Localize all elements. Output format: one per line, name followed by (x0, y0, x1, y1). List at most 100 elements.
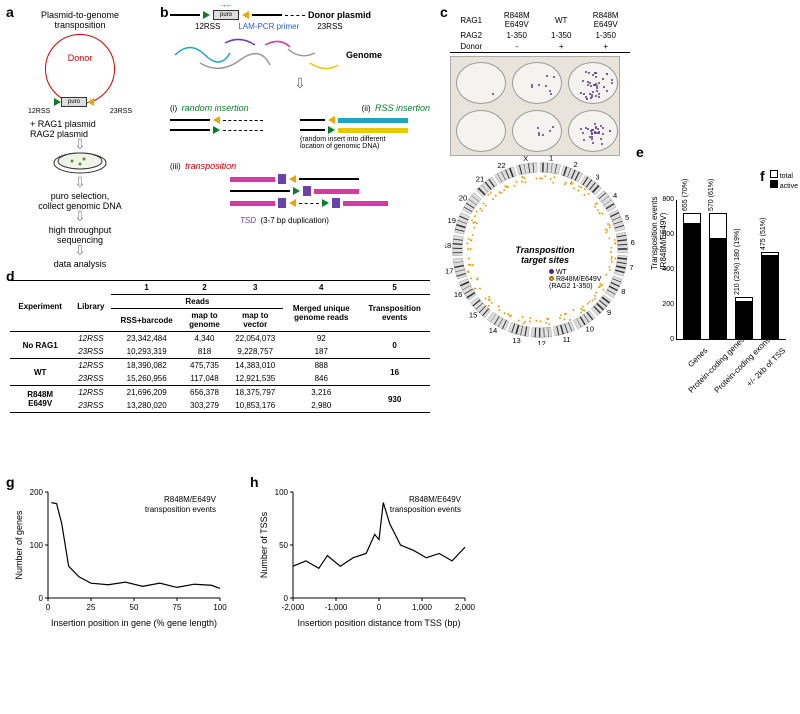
col-experiment: Experiment (10, 281, 70, 332)
donor-plasmid-title: Donor plasmid (308, 10, 371, 20)
n5: 5 (359, 281, 430, 295)
pa-title: Plasmid-to-genome transposition (10, 10, 150, 30)
rss23-triangle-icon (87, 98, 94, 106)
svg-text:21: 21 (476, 175, 484, 184)
tsd-label: TSD (240, 216, 256, 225)
donor-plasmid-circle: Donor puro (45, 34, 115, 104)
n4: 4 (283, 281, 359, 295)
genome-squiggle-icon (170, 35, 340, 75)
panel-a: Plasmid-to-genome transposition Donor pu… (10, 10, 150, 269)
svg-text:1: 1 (549, 155, 553, 162)
panel-d-table: Experiment Library 1 2 3 4 5 Reads Merge… (10, 280, 430, 413)
svg-text:transposition events: transposition events (145, 505, 216, 514)
svg-text:100: 100 (30, 541, 44, 550)
n1: 1 (111, 281, 181, 295)
label-b: b (160, 4, 169, 20)
arrow-down-icon: ⇩ (10, 211, 150, 221)
hdr-rag1: RAG1 (450, 10, 492, 30)
rss12-triangle-icon (328, 126, 335, 134)
svg-text:17: 17 (445, 266, 453, 275)
svg-text:2,000: 2,000 (455, 603, 475, 612)
rss23-label: 23RSS (317, 22, 342, 31)
svg-text:5: 5 (625, 213, 629, 222)
arrow-down-icon: ⇩ (170, 75, 430, 92)
svg-text:Insertion position in gene (%: Insertion position in gene (% gene lengt… (51, 618, 217, 628)
rss23-triangle-icon (289, 199, 296, 207)
svg-text:8: 8 (621, 287, 625, 296)
svg-text:14: 14 (489, 326, 497, 335)
svg-text:Number of genes: Number of genes (14, 510, 24, 580)
puro-box: puro (61, 97, 87, 107)
arrow-down-icon: ⇩ (10, 139, 150, 149)
svg-text:X: X (523, 155, 528, 163)
dish-icon (50, 149, 110, 177)
donor-cassette: puro (54, 97, 94, 107)
panel-b: → puro ← Donor plasmid 12RSS LAM-PCR pri… (170, 10, 430, 228)
svg-text:1,000: 1,000 (412, 603, 433, 612)
panel-c-table: RAG1 R848M E649V WT R848M E649V RAG2 1-3… (450, 10, 630, 53)
c2-rag2: 1-350 (541, 30, 581, 41)
circos-title: Transposition target sites (505, 245, 585, 265)
legend-mut: R848M/E649V (RAG2 1-350) (549, 276, 601, 290)
n2: 2 (182, 281, 227, 295)
hdr-donor: Donor (450, 41, 492, 53)
c2: map to genome (182, 309, 227, 332)
svg-text:20: 20 (459, 193, 467, 202)
svg-text:transposition events: transposition events (390, 505, 461, 514)
svg-text:16: 16 (454, 290, 462, 299)
svg-text:11: 11 (563, 335, 571, 344)
panel-c: RAG1 R848M E649V WT R848M E649V RAG2 1-3… (450, 10, 630, 156)
label-c: c (440, 4, 448, 20)
svg-text:-2,000: -2,000 (282, 603, 305, 612)
legend-total: total (780, 173, 793, 180)
svg-text:22: 22 (497, 161, 505, 170)
svg-text:0: 0 (46, 603, 51, 612)
legend-wt: WT (556, 269, 567, 276)
arrow-down-icon: ⇩ (10, 245, 150, 255)
reads-hdr: Reads (111, 295, 283, 309)
transposition-label: transposition (185, 161, 236, 171)
mut-dot-icon (549, 276, 554, 281)
c3-rag1: R848M E649V (581, 10, 630, 30)
svg-text:7: 7 (629, 263, 633, 272)
svg-text:13: 13 (512, 336, 520, 345)
svg-text:12: 12 (537, 339, 545, 345)
svg-text:6: 6 (631, 238, 635, 247)
rss12-label: 12RSS (28, 108, 50, 115)
wt-dot-icon (549, 269, 554, 274)
rss-insertion-label: RSS insertion (375, 103, 430, 113)
step3: data analysis (10, 259, 150, 269)
c1: RSS+barcode (111, 309, 181, 332)
circos-legend: WT R848M/E649V (RAG2 1-350) (549, 269, 601, 290)
panel-e: 12345678910111213141516171819202122X Tra… (445, 155, 645, 355)
legend-active: active (780, 183, 798, 190)
genome-title: Genome (346, 50, 382, 60)
svg-text:9: 9 (607, 308, 611, 317)
panel-f: Transposition events (R848M/E649V) total… (658, 170, 798, 400)
svg-text:3: 3 (595, 173, 599, 182)
panel-h: -2,000-1,00001,0002,000050100Insertion p… (255, 480, 475, 630)
c1-rag1: R848M E649V (492, 10, 541, 30)
n3: 3 (227, 281, 283, 295)
svg-text:100: 100 (213, 603, 227, 612)
svg-text:200: 200 (30, 488, 44, 497)
svg-text:50: 50 (279, 541, 288, 550)
rss23-label: 23RSS (110, 108, 132, 115)
c3: map to vector (227, 309, 283, 332)
donor-label: Donor (68, 53, 93, 63)
panel-g-chart: 02550751000100200Insertion position in g… (10, 480, 230, 630)
rss12-triangle-icon (213, 126, 220, 134)
c1-rag2: 1-350 (492, 30, 541, 41)
svg-text:100: 100 (275, 488, 289, 497)
arrow-down-icon: ⇩ (10, 177, 150, 187)
svg-text:15: 15 (469, 311, 477, 320)
svg-text:R848M/E649V: R848M/E649V (164, 495, 217, 504)
rss12-triangle-icon (322, 199, 329, 207)
svg-text:Insertion position distance fr: Insertion position distance from TSS (bp… (298, 618, 461, 628)
colony-plate-image (450, 56, 620, 156)
panel-d: Experiment Library 1 2 3 4 5 Reads Merge… (10, 280, 430, 413)
svg-text:75: 75 (173, 603, 182, 612)
lam-pcr-label: LAM-PCR primer (238, 22, 299, 31)
svg-text:19: 19 (448, 216, 456, 225)
donor-plasmid-row: → puro ← Donor plasmid (170, 10, 430, 20)
